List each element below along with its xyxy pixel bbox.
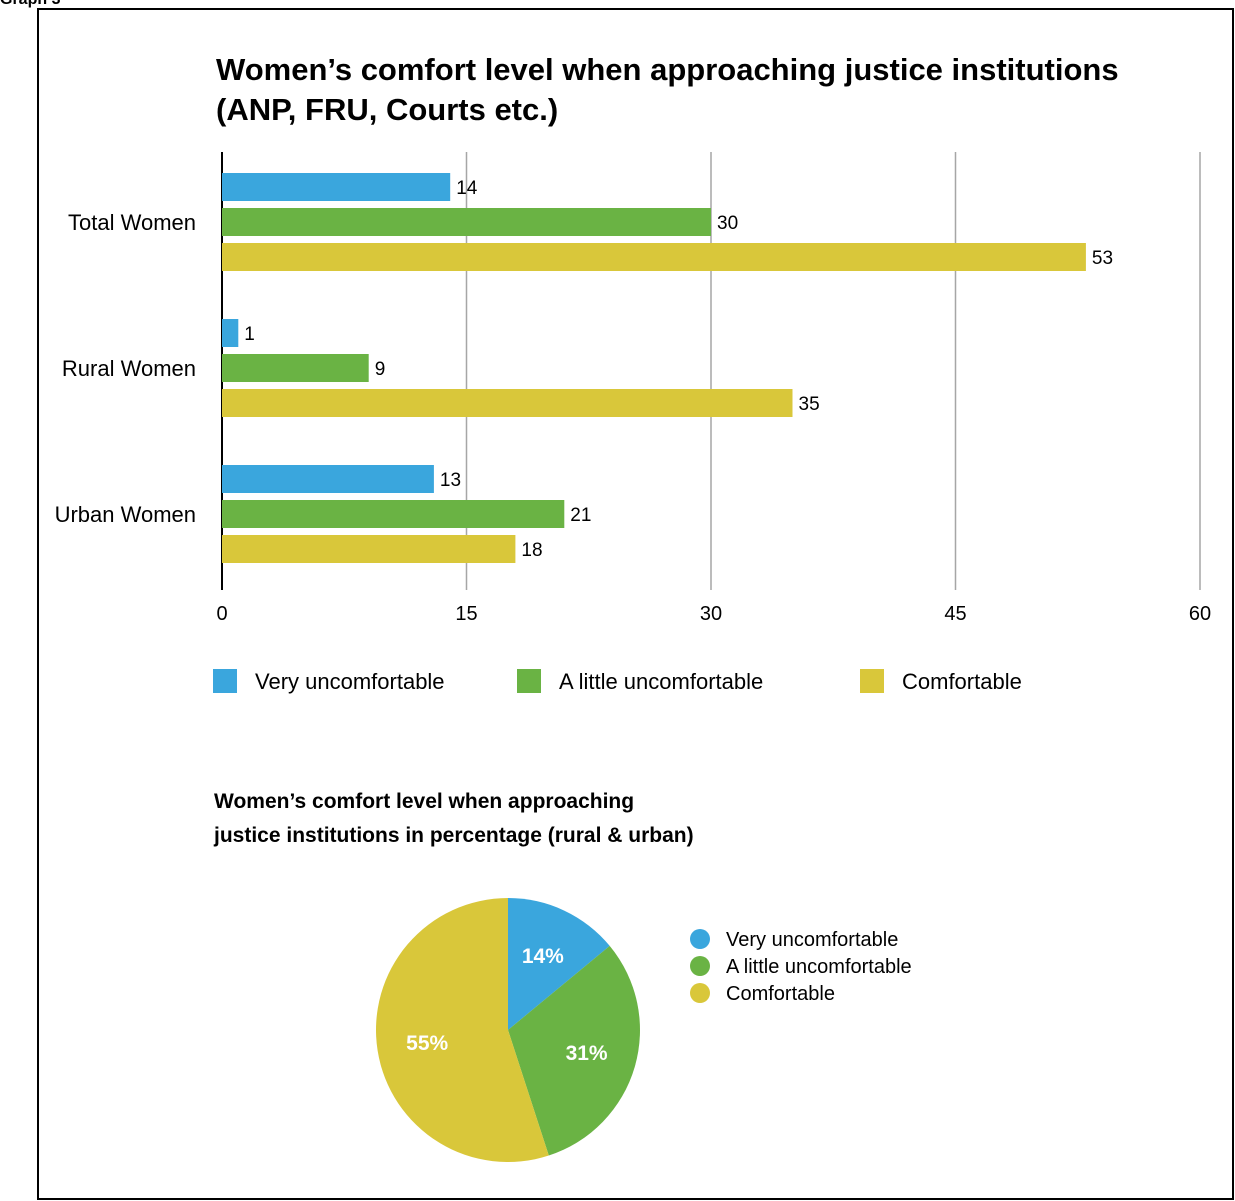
pie-label-very-uncomfortable: 14% <box>522 945 564 968</box>
bar-chart-legend: Very uncomfortable A little uncomfortable… <box>213 669 1022 694</box>
pie-slice-a-little-uncomfortable <box>508 945 640 1156</box>
data-label-rural-women-a-little-uncomfortable: 9 <box>375 359 386 380</box>
x-tick-45: 45 <box>944 603 966 625</box>
category-label-total-women: Total Women <box>68 210 196 235</box>
x-tick-60: 60 <box>1189 603 1211 625</box>
bar-chart-bars: 14 30 53 1 9 35 13 21 18 <box>222 173 1113 563</box>
pie-slice-comfortable <box>375 898 549 1163</box>
data-label-total-women-a-little-uncomfortable: 30 <box>717 213 738 234</box>
bar-rural-women-very-uncomfortable <box>222 319 239 347</box>
data-label-rural-women-very-uncomfortable: 1 <box>244 324 255 345</box>
pie-legend-dot-very-uncomfortable <box>690 929 710 949</box>
bar-rural-women-a-little-uncomfortable <box>222 354 369 382</box>
pie-chart-slices: 14% 31% 55% <box>375 898 640 1163</box>
x-tick-15: 15 <box>455 603 477 625</box>
legend-label-a-little-uncomfortable: A little uncomfortable <box>559 669 763 694</box>
pie-slice-very-uncomfortable <box>508 898 610 1030</box>
category-label-rural-women: Rural Women <box>62 356 196 381</box>
legend-swatch-very-uncomfortable <box>213 669 237 693</box>
data-label-rural-women-comfortable: 35 <box>799 394 820 415</box>
data-label-total-women-comfortable: 53 <box>1092 248 1113 269</box>
data-label-urban-women-a-little-uncomfortable: 21 <box>570 505 591 526</box>
pie-legend-dot-a-little-uncomfortable <box>690 956 710 976</box>
pie-chart-legend: Very uncomfortable A little uncomfortable… <box>690 929 912 1005</box>
pie-legend-label-comfortable: Comfortable <box>726 983 835 1005</box>
bar-urban-women-very-uncomfortable <box>222 465 434 493</box>
pie-legend-label-very-uncomfortable: Very uncomfortable <box>726 929 898 951</box>
pie-label-a-little-uncomfortable: 31% <box>566 1042 608 1065</box>
pie-legend-label-a-little-uncomfortable: A little uncomfortable <box>726 956 912 978</box>
bar-chart-y-axis: Total Women Rural Women Urban Women <box>55 210 196 527</box>
category-label-urban-women: Urban Women <box>55 502 196 527</box>
data-label-urban-women-very-uncomfortable: 13 <box>440 470 461 491</box>
data-label-total-women-very-uncomfortable: 14 <box>456 178 478 199</box>
legend-label-comfortable: Comfortable <box>902 669 1022 694</box>
bar-chart-title-line-1: Women’s comfort level when approaching j… <box>216 52 1119 87</box>
graph-caption: Graph 3 <box>0 0 60 9</box>
x-tick-0: 0 <box>216 603 227 625</box>
bar-total-women-a-little-uncomfortable <box>222 208 711 236</box>
bar-total-women-very-uncomfortable <box>222 173 451 201</box>
x-tick-30: 30 <box>700 603 722 625</box>
bar-urban-women-comfortable <box>222 535 516 563</box>
bar-urban-women-a-little-uncomfortable <box>222 500 565 528</box>
bar-total-women-comfortable <box>222 243 1086 271</box>
legend-label-very-uncomfortable: Very uncomfortable <box>255 669 445 694</box>
pie-chart-title-line-2: justice institutions in percentage (rura… <box>213 824 694 847</box>
bar-rural-women-comfortable <box>222 389 793 417</box>
legend-swatch-comfortable <box>860 669 884 693</box>
bar-chart-title-line-2: (ANP, FRU, Courts etc.) <box>216 92 558 127</box>
pie-legend-dot-comfortable <box>690 983 710 1003</box>
pie-chart-title-line-1: Women’s comfort level when approaching <box>214 790 634 813</box>
legend-swatch-a-little-uncomfortable <box>517 669 541 693</box>
pie-label-comfortable: 55% <box>406 1032 448 1055</box>
data-label-urban-women-comfortable: 18 <box>521 540 542 561</box>
chart-frame <box>37 8 1234 1200</box>
